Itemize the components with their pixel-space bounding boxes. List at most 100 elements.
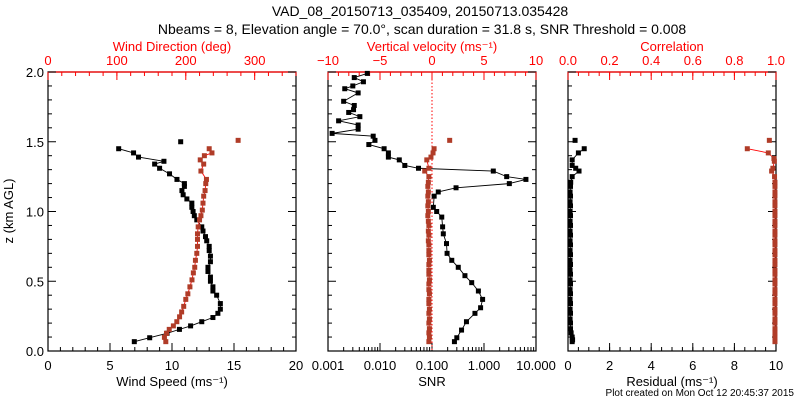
data-point bbox=[772, 199, 778, 205]
data-point bbox=[426, 316, 432, 322]
data-point bbox=[422, 168, 428, 174]
data-point bbox=[194, 217, 200, 223]
data-point bbox=[569, 162, 575, 168]
data-point bbox=[215, 310, 221, 316]
data-point bbox=[396, 157, 402, 163]
data-point bbox=[116, 146, 122, 152]
data-point bbox=[426, 262, 432, 268]
data-point bbox=[772, 316, 778, 322]
data-point bbox=[194, 250, 200, 256]
top-tick-label: 1.0 bbox=[767, 53, 785, 68]
data-point bbox=[472, 310, 478, 316]
data-point bbox=[181, 181, 187, 187]
data-point bbox=[426, 330, 432, 336]
data-point bbox=[187, 284, 193, 290]
data-point bbox=[567, 326, 573, 332]
data-point bbox=[440, 224, 446, 230]
series-correlation bbox=[744, 146, 778, 345]
data-point bbox=[179, 188, 185, 194]
data-point bbox=[336, 118, 342, 124]
data-point bbox=[425, 193, 431, 199]
data-point bbox=[567, 189, 573, 195]
data-point bbox=[772, 209, 778, 214]
data-point bbox=[444, 250, 450, 256]
y-tick-label: 0.5 bbox=[26, 274, 44, 289]
data-point bbox=[194, 243, 200, 249]
data-point bbox=[449, 257, 455, 263]
bottom-tick-label: 4 bbox=[648, 358, 655, 373]
data-point bbox=[192, 264, 198, 270]
series-residual bbox=[567, 146, 587, 345]
data-point bbox=[351, 107, 357, 113]
data-point bbox=[426, 287, 432, 293]
data-point bbox=[203, 176, 209, 182]
data-point bbox=[385, 150, 391, 156]
series-wind-direction-isolated bbox=[235, 137, 241, 143]
data-point bbox=[425, 203, 431, 209]
data-point bbox=[772, 267, 778, 273]
data-point bbox=[167, 171, 173, 177]
bottom-tick-label: 10 bbox=[769, 358, 783, 373]
data-point bbox=[161, 334, 167, 340]
data-point bbox=[426, 222, 432, 228]
data-point bbox=[189, 204, 195, 210]
data-point bbox=[426, 232, 432, 238]
data-point bbox=[430, 150, 436, 156]
data-point bbox=[207, 253, 213, 259]
data-point bbox=[381, 146, 387, 152]
bottom-tick-label: 5 bbox=[106, 358, 113, 373]
data-point bbox=[163, 330, 169, 336]
data-point bbox=[426, 334, 432, 340]
data-point bbox=[426, 277, 432, 283]
plot-frame bbox=[47, 71, 297, 352]
data-point bbox=[772, 271, 778, 277]
data-point bbox=[771, 158, 777, 164]
data-point bbox=[506, 181, 512, 187]
panel-3: 0 2 4 6 8 10 Residual (ms⁻¹) 0.0 0.2 0.4 0.6 0.8 1.0… bbox=[559, 39, 785, 389]
data-point bbox=[147, 335, 153, 341]
data-point bbox=[567, 296, 573, 302]
data-point bbox=[217, 301, 223, 307]
data-point bbox=[192, 257, 198, 263]
data-point bbox=[185, 291, 191, 297]
top-tick-label: 0 bbox=[428, 53, 435, 68]
data-point bbox=[206, 248, 212, 254]
data-point bbox=[567, 199, 573, 205]
data-point bbox=[451, 339, 457, 345]
data-point bbox=[573, 165, 579, 171]
data-point bbox=[200, 228, 206, 234]
data-point bbox=[181, 303, 187, 309]
bottom-tick-label: 6 bbox=[689, 358, 696, 373]
data-point bbox=[203, 181, 209, 187]
data-point bbox=[431, 193, 437, 199]
data-point bbox=[568, 330, 574, 336]
data-point bbox=[176, 326, 182, 332]
data-point bbox=[355, 90, 361, 96]
data-point bbox=[425, 213, 431, 219]
top-tick-label: 10 bbox=[529, 53, 543, 68]
data-point bbox=[567, 257, 573, 263]
data-point bbox=[200, 200, 206, 206]
data-point bbox=[385, 154, 391, 160]
data-point bbox=[355, 126, 361, 132]
data-point bbox=[351, 75, 357, 81]
data-point bbox=[425, 179, 431, 185]
data-point bbox=[329, 130, 335, 136]
data-point bbox=[157, 165, 163, 171]
data-point bbox=[567, 262, 573, 268]
data-point bbox=[455, 264, 461, 270]
data-point bbox=[572, 137, 578, 143]
data-point bbox=[174, 319, 180, 325]
y-tick-label: 1.5 bbox=[26, 135, 44, 150]
data-point bbox=[161, 158, 167, 164]
data-point bbox=[567, 310, 573, 316]
data-point bbox=[351, 102, 357, 108]
data-point bbox=[189, 200, 195, 206]
data-point bbox=[364, 70, 370, 76]
data-point bbox=[772, 277, 778, 283]
bottom-tick-label: 2 bbox=[606, 358, 613, 373]
data-point bbox=[772, 213, 778, 219]
data-point bbox=[350, 83, 356, 89]
series-residual-isolated bbox=[572, 137, 578, 143]
